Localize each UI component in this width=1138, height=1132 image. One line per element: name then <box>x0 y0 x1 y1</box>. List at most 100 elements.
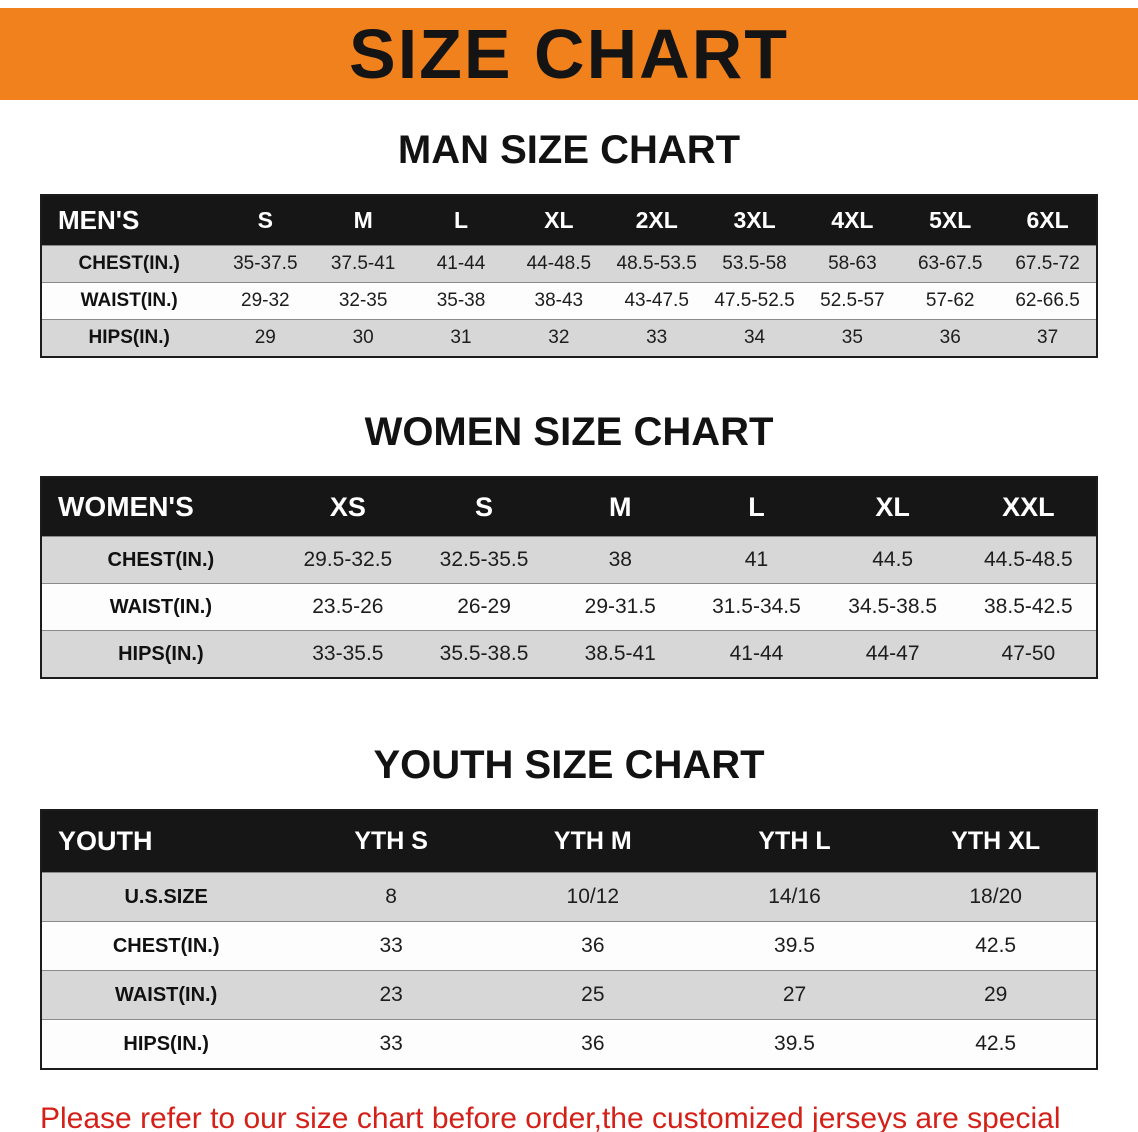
value-cell: 42.5 <box>975 1032 1017 1055</box>
value-cell: 25 <box>581 983 605 1006</box>
table-row: WAIST(IN.) 23 25 27 29 <box>41 970 1097 1020</box>
column-header-cell: 6XL <box>999 195 1097 246</box>
value-cell: 31.5-34.5 <box>712 595 801 618</box>
value-cell: 47.5-52.5 <box>714 290 795 311</box>
women-size-table: WOMEN'S XS S M L XL XXL CHEST(IN.) 29.5-32.5 32.5… <box>0 476 1138 679</box>
column-header-cell: YTH L <box>693 810 896 873</box>
value-cell: 32.5-35.5 <box>439 548 529 571</box>
column-header-cell: L <box>412 195 510 246</box>
value-cell: 32-35 <box>338 290 388 311</box>
value-cell: 33 <box>379 934 403 957</box>
page-title: SIZE CHART <box>349 15 789 93</box>
value-cell: 41 <box>744 548 769 571</box>
table-row: HIPS(IN.) 33 36 39.5 42.5 <box>41 1019 1097 1069</box>
men-section-heading: MAN SIZE CHART <box>397 128 741 172</box>
value-cell: 38.5-41 <box>584 642 656 665</box>
column-header-cell: YTH XL <box>895 810 1097 873</box>
column-header-cell: S <box>415 477 553 537</box>
value-cell: 35.5-38.5 <box>439 642 529 665</box>
value-cell: 29 <box>254 327 276 348</box>
column-header-cell: YTH S <box>290 810 492 873</box>
table-row: WAIST(IN.) 23.5-26 26-29 29-31.5 31.5-34.5 34… <box>41 583 1097 631</box>
column-header-cell: XL <box>824 477 961 537</box>
value-cell: 63-67.5 <box>917 253 983 274</box>
value-cell: 42.5 <box>975 934 1017 957</box>
row-label-cell: U.S.SIZE <box>124 885 208 908</box>
table-row: HIPS(IN.) 29 30 31 32 33 34 35 36 37 <box>41 319 1097 357</box>
value-cell: 52.5-57 <box>820 290 885 311</box>
value-cell: 23 <box>379 983 403 1006</box>
value-cell: 30 <box>352 327 374 348</box>
column-header-cell: 4XL <box>803 195 902 246</box>
table-row: HIPS(IN.) 33-35.5 35.5-38.5 38.5-41 41-44 44-… <box>41 630 1097 678</box>
row-label-cell: WAIST(IN.) <box>80 290 178 311</box>
value-cell: 47-50 <box>1001 642 1056 665</box>
disclaimer: Please refer to our size chart before or… <box>40 1100 1100 1132</box>
men-section: MAN SIZE CHART MEN'S S M L XL 2XL 3XL 4XL 5XL 6XL… <box>0 126 1138 358</box>
value-cell: 32 <box>548 327 570 348</box>
table-row: CHEST(IN.) 35-37.5 37.5-41 41-44 44-48.5 48.5… <box>41 245 1097 283</box>
value-cell: 29 <box>983 983 1008 1006</box>
value-cell: 35 <box>841 327 863 348</box>
column-header-cell: S <box>216 195 315 246</box>
value-cell: 67.5-72 <box>1015 253 1080 274</box>
value-cell: 26-29 <box>457 595 511 618</box>
women-section: WOMEN SIZE CHART WOMEN'S XS S M L XL XXL CHEST(… <box>0 408 1138 679</box>
value-cell: 18/20 <box>969 885 1022 908</box>
size-table-grid: WOMEN'S XS S M L XL XXL CHEST(IN.) 29.5-32.5 32.5… <box>40 476 1098 679</box>
column-header-cell: XXL <box>960 477 1097 537</box>
value-cell: 39.5 <box>774 934 815 957</box>
youth-size-table: YOUTH YTH S YTH M YTH L YTH XL U.S.SIZE 8 10/12… <box>0 809 1138 1070</box>
youth-section: YOUTH SIZE CHART YOUTH YTH S YTH M YTH L YTH… <box>0 741 1138 1070</box>
column-header-cell: 3XL <box>705 195 804 246</box>
value-cell: 14/16 <box>768 885 821 908</box>
value-cell: 29-32 <box>241 290 290 311</box>
table-title-cell: WOMEN'S <box>41 477 280 537</box>
table-title-cell: YOUTH <box>41 810 291 873</box>
column-header-cell: XS <box>279 477 416 537</box>
value-cell: 36 <box>581 1032 605 1055</box>
value-cell: 29.5-32.5 <box>303 548 393 571</box>
disclaimer-line-1: Please refer to our size chart before or… <box>40 1102 1061 1132</box>
value-cell: 35-38 <box>436 290 486 311</box>
row-label-cell: HIPS(IN.) <box>123 1032 209 1055</box>
value-cell: 41-44 <box>729 642 784 665</box>
value-cell: 57-62 <box>925 290 975 311</box>
value-cell: 44.5-48.5 <box>984 548 1073 571</box>
row-label-cell: HIPS(IN.) <box>88 327 170 348</box>
value-cell: 36 <box>581 934 605 957</box>
value-cell: 8 <box>385 885 397 908</box>
value-cell: 10/12 <box>566 885 620 908</box>
value-cell: 33 <box>379 1032 403 1055</box>
value-cell: 37 <box>1037 327 1059 348</box>
value-cell: 41-44 <box>436 253 486 274</box>
youth-section-heading: YOUTH SIZE CHART <box>373 743 765 787</box>
size-table-grid: MEN'S S M L XL 2XL 3XL 4XL 5XL 6XL CHEST(IN.) 35-37… <box>40 194 1098 358</box>
value-cell: 36 <box>939 327 961 348</box>
value-cell: 33 <box>646 327 668 348</box>
value-cell: 29-31.5 <box>584 595 656 618</box>
row-label-cell: HIPS(IN.) <box>118 642 204 665</box>
value-cell: 27 <box>782 983 807 1006</box>
row-label-cell: CHEST(IN.) <box>107 548 215 571</box>
row-label-cell: CHEST(IN.) <box>112 934 220 957</box>
value-cell: 44-48.5 <box>526 253 592 274</box>
value-cell: 34 <box>743 327 766 348</box>
men-size-table: MEN'S S M L XL 2XL 3XL 4XL 5XL 6XL CHEST(IN.) 35-37… <box>0 194 1138 358</box>
value-cell: 62-66.5 <box>1015 290 1080 311</box>
table-row: WAIST(IN.) 29-32 32-35 35-38 38-43 43-47.5 47.… <box>41 282 1097 320</box>
size-table-grid: YOUTH YTH S YTH M YTH L YTH XL U.S.SIZE 8 10/12… <box>40 809 1098 1070</box>
row-label-cell: CHEST(IN.) <box>78 253 180 274</box>
row-label-cell: WAIST(IN.) <box>109 595 212 618</box>
value-cell: 53.5-58 <box>722 253 787 274</box>
table-header-row: MEN'S S M L XL 2XL 3XL 4XL 5XL 6XL <box>41 195 1097 246</box>
women-section-heading: WOMEN SIZE CHART <box>364 410 774 454</box>
table-title-cell: MEN'S <box>41 195 217 246</box>
value-cell: 31 <box>450 327 472 348</box>
value-cell: 23.5-26 <box>312 595 384 618</box>
value-cell: 58-63 <box>828 253 877 274</box>
value-cell: 44-47 <box>865 642 920 665</box>
column-header-cell: 2XL <box>607 195 706 246</box>
value-cell: 38-43 <box>534 290 584 311</box>
